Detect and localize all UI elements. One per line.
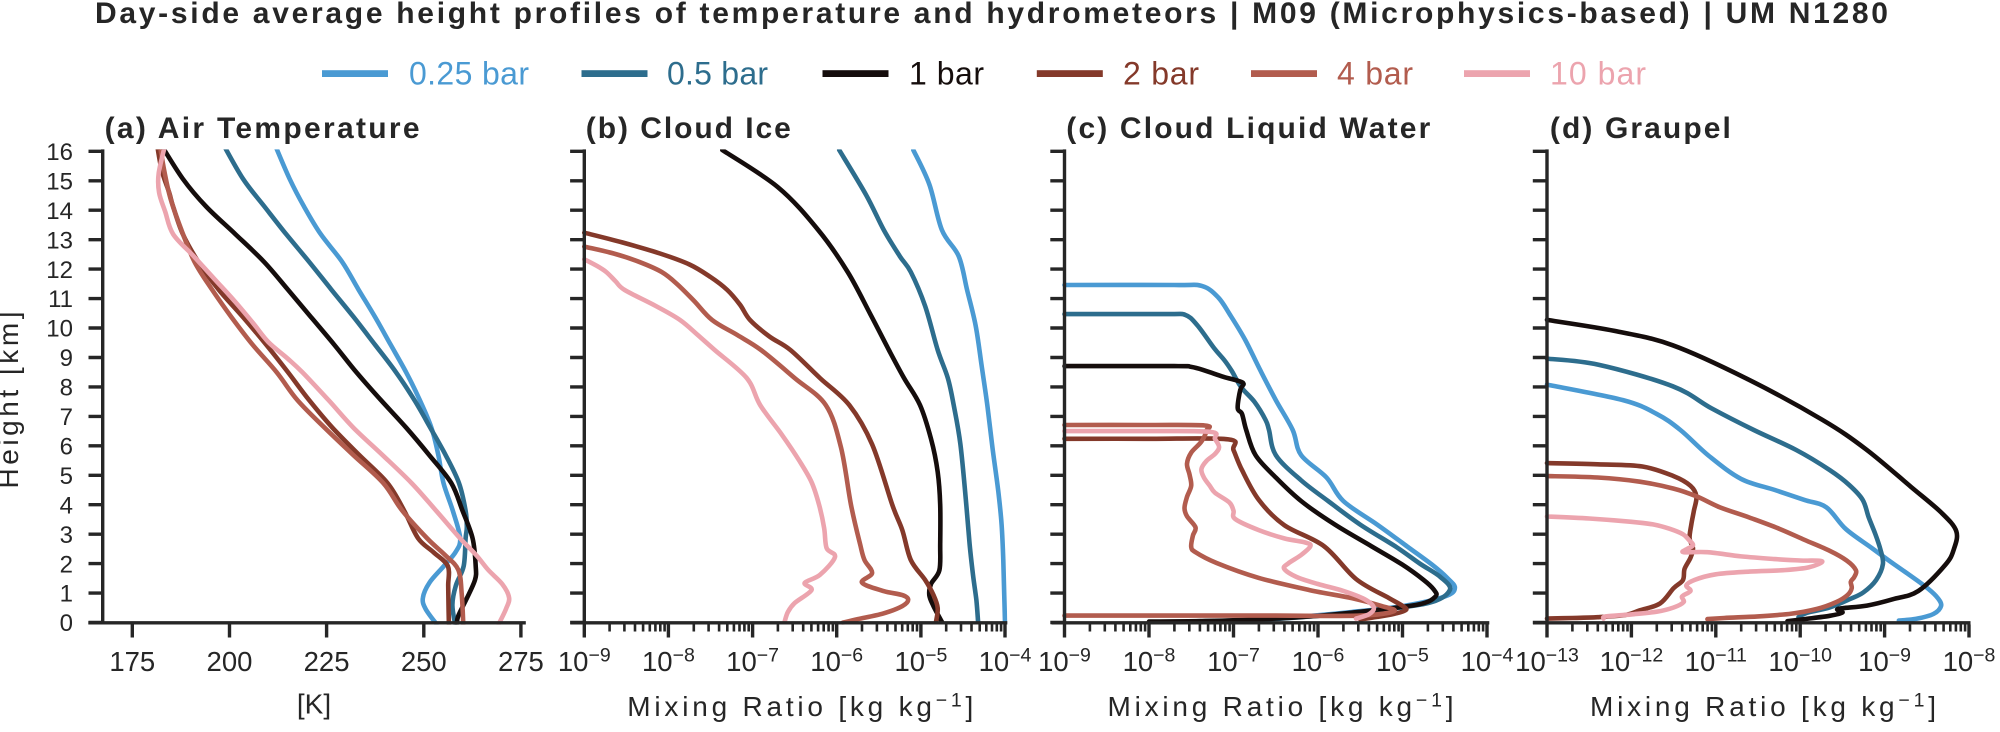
- svg-text:1 bar: 1 bar: [909, 56, 984, 92]
- svg-text:(c) Cloud Liquid Water: (c) Cloud Liquid Water: [1066, 112, 1430, 145]
- svg-text:12: 12: [46, 257, 73, 284]
- svg-text:10−5: 10−5: [1376, 645, 1429, 678]
- svg-text:9: 9: [60, 345, 73, 372]
- svg-text:200: 200: [207, 646, 253, 677]
- svg-text:4 bar: 4 bar: [1337, 56, 1413, 92]
- svg-text:Mixing Ratio [kg kg−1]: Mixing Ratio [kg kg −1]: [627, 690, 973, 723]
- svg-text:11: 11: [48, 286, 73, 313]
- svg-text:16: 16: [46, 139, 73, 166]
- svg-text:[K]: [K]: [297, 689, 331, 720]
- svg-text:3: 3: [60, 522, 73, 549]
- svg-text:0.5 bar: 0.5 bar: [667, 56, 768, 92]
- svg-text:2 bar: 2 bar: [1123, 56, 1199, 92]
- svg-text:6: 6: [60, 434, 73, 461]
- svg-text:7: 7: [60, 404, 73, 431]
- svg-text:(a) Air Temperature: (a) Air Temperature: [105, 112, 420, 145]
- svg-text:15: 15: [46, 168, 73, 195]
- svg-text:(b) Cloud Ice: (b) Cloud Ice: [586, 112, 791, 145]
- svg-text:250: 250: [401, 646, 447, 677]
- svg-text:1: 1: [60, 581, 73, 608]
- svg-text:5: 5: [60, 463, 73, 490]
- svg-text:(d) Graupel: (d) Graupel: [1550, 112, 1731, 145]
- svg-text:10: 10: [46, 316, 73, 343]
- svg-text:10−9: 10−9: [1038, 645, 1091, 678]
- svg-text:13: 13: [46, 227, 73, 254]
- svg-text:0.25 bar: 0.25 bar: [409, 56, 529, 92]
- svg-text:10−4: 10−4: [979, 645, 1032, 678]
- svg-text:10 bar: 10 bar: [1550, 56, 1646, 92]
- svg-text:8: 8: [60, 375, 73, 402]
- svg-text:4: 4: [60, 492, 73, 519]
- svg-text:Mixing Ratio [kg kg−1]: Mixing Ratio [kg kg −1]: [1108, 690, 1454, 723]
- svg-text:14: 14: [46, 198, 73, 225]
- svg-text:275: 275: [498, 646, 544, 677]
- svg-text:225: 225: [304, 646, 350, 677]
- svg-text:10−6: 10−6: [810, 645, 863, 678]
- svg-text:0: 0: [60, 610, 73, 637]
- svg-text:Mixing Ratio [kg kg−1]: Mixing Ratio [kg kg −1]: [1590, 690, 1936, 723]
- svg-text:2: 2: [60, 551, 73, 578]
- svg-text:175: 175: [109, 646, 155, 677]
